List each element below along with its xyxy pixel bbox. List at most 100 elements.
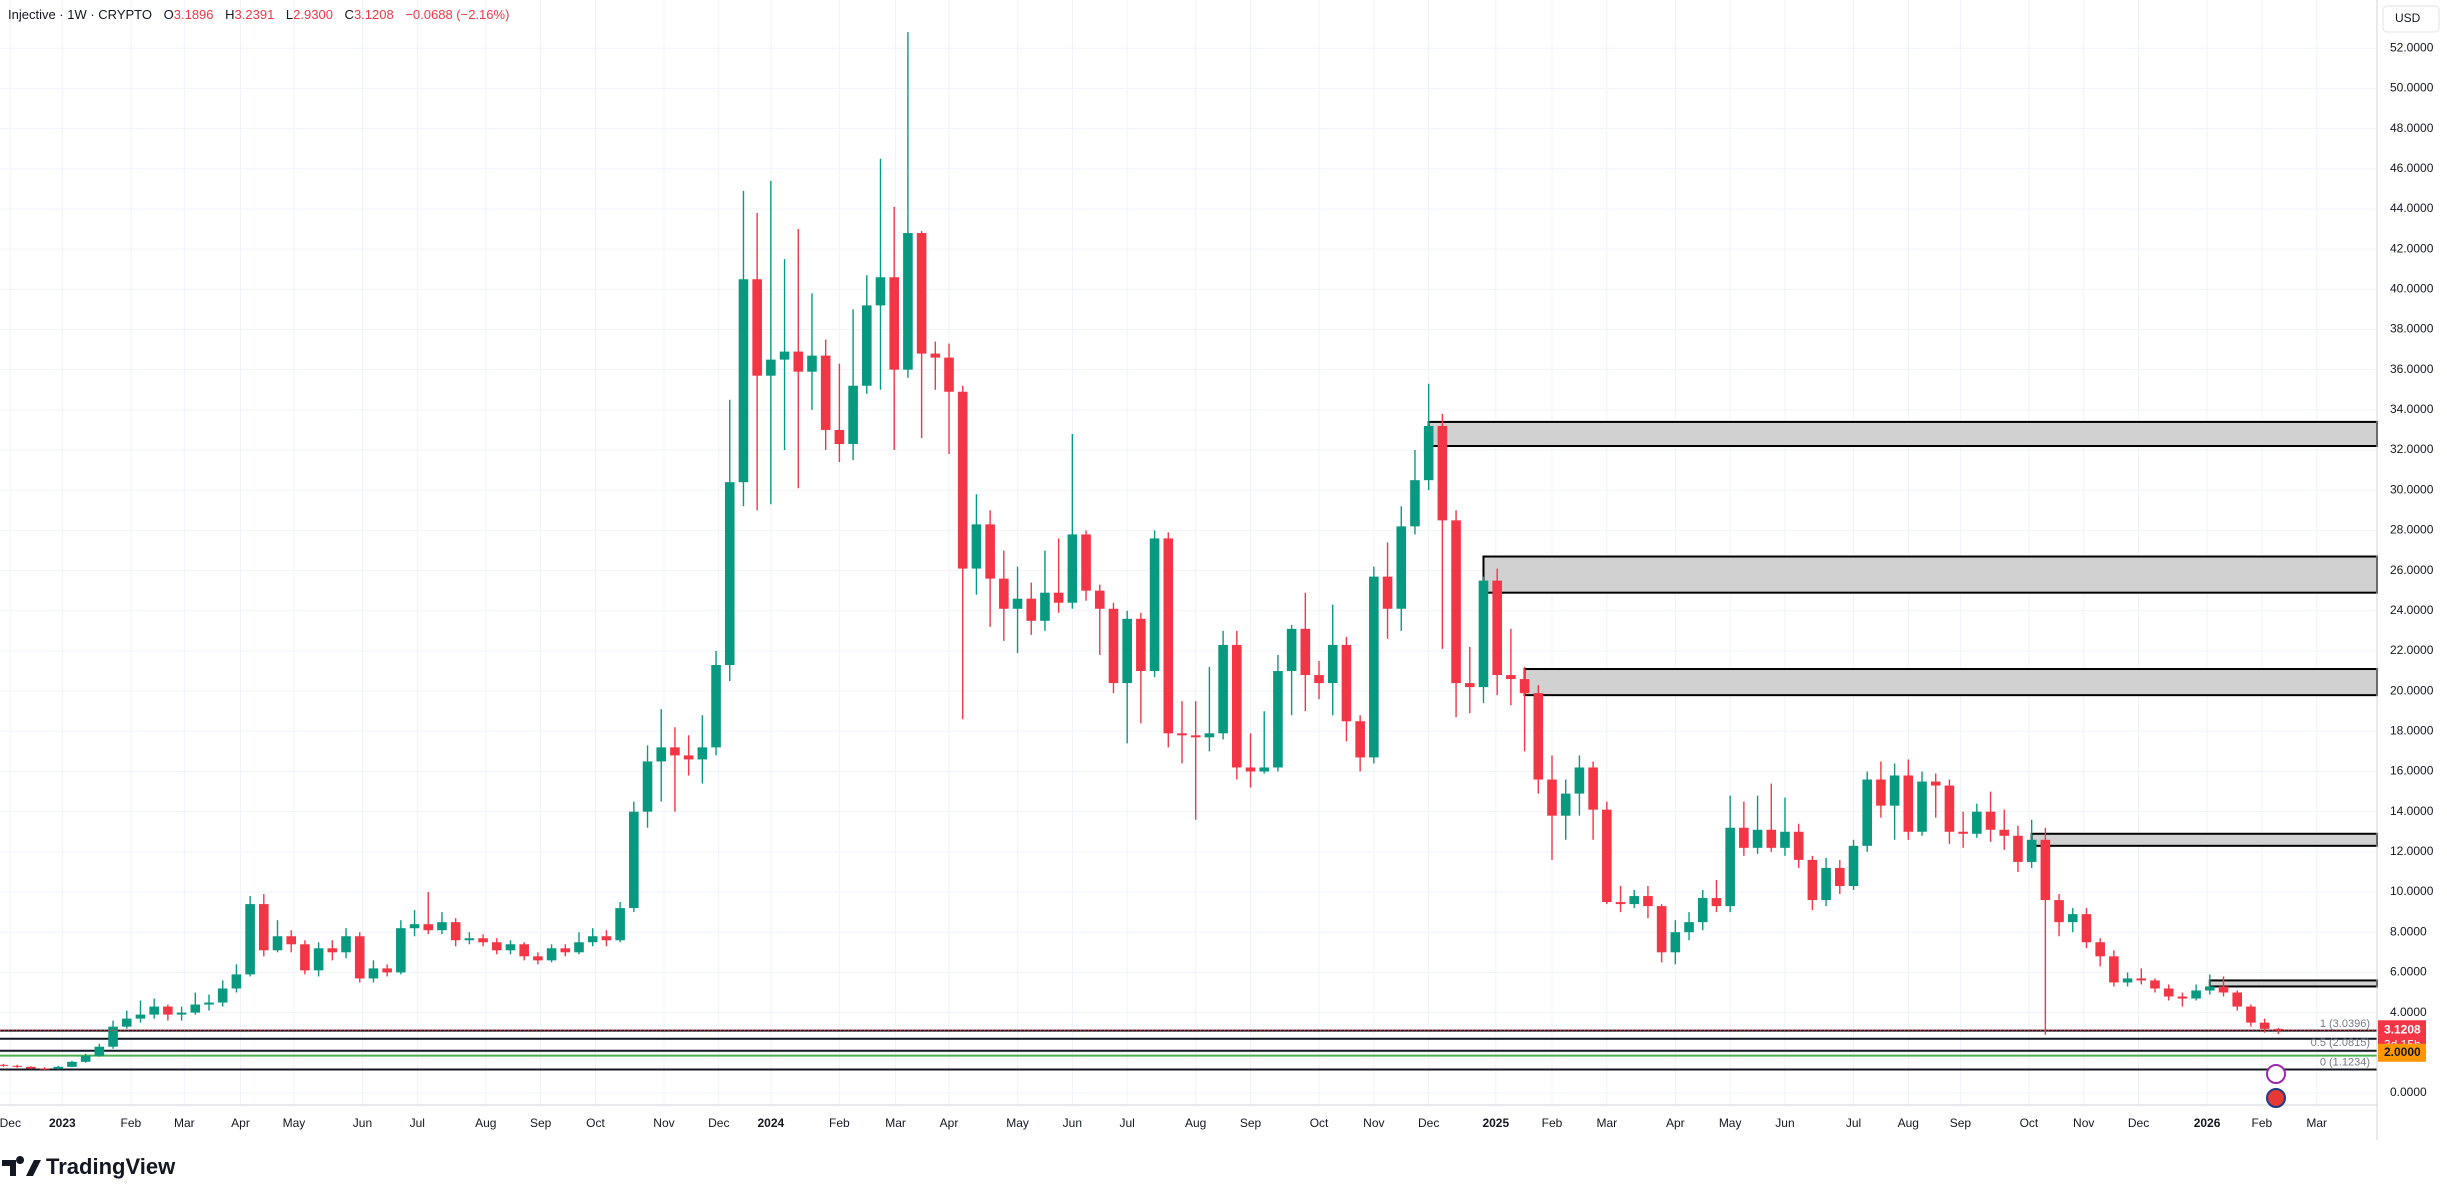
candle-body [1876, 779, 1886, 806]
candle-body [1218, 644, 1228, 734]
x-tick-label: Jun [353, 1116, 372, 1130]
candle-body [163, 1006, 173, 1015]
candle-body [2136, 978, 2147, 981]
candle-body [601, 936, 612, 941]
candle-body [1327, 644, 1338, 684]
y-tick-label: 52.0000 [2390, 40, 2434, 54]
y-tick-label: 36.0000 [2390, 362, 2434, 376]
x-tick-label: Sep [530, 1116, 552, 1130]
candle-body [779, 351, 790, 360]
candle-body [1369, 576, 1379, 758]
candle-body [108, 1026, 118, 1047]
candle-body [1862, 779, 1872, 846]
candle-body [149, 1006, 159, 1015]
x-tick-label: Apr [940, 1116, 959, 1130]
candle-body [1136, 618, 1146, 672]
candle-body [1656, 906, 1667, 953]
candle-body [656, 747, 667, 762]
candle-body [1793, 831, 1804, 860]
flag-icon[interactable] [2266, 1088, 2286, 1108]
x-tick-label: Nov [1363, 1116, 1384, 1130]
candle-body [1930, 781, 1941, 786]
candle-body [1492, 580, 1502, 676]
candle-body [1108, 608, 1119, 684]
candle-body [121, 1018, 132, 1027]
candle-body [2095, 942, 2105, 957]
candle-body [683, 755, 694, 760]
x-tick-label: Sep [1240, 1116, 1262, 1130]
candle-body [341, 936, 351, 953]
candle-body [1410, 480, 1420, 527]
candle-body [2177, 996, 2188, 999]
event-icon[interactable] [2266, 1064, 2286, 1084]
candle-body [957, 391, 968, 569]
candle-body [1725, 827, 1735, 907]
x-tick-label: Mar [885, 1116, 906, 1130]
candle-body [300, 944, 310, 971]
x-tick-label: Dec [1418, 1116, 1439, 1130]
candle-body [1259, 767, 1270, 772]
candle-body [2246, 1006, 2256, 1023]
x-tick-label: Nov [653, 1116, 674, 1130]
x-tick-label: Mar [174, 1116, 195, 1130]
candle-body [1177, 733, 1187, 736]
x-tick-label: Mar [2306, 1116, 2327, 1130]
candle-body [1752, 829, 1763, 848]
candle-body [1533, 693, 1544, 780]
candle-body [999, 578, 1009, 609]
candle-body [711, 665, 721, 748]
candle-body [450, 922, 461, 941]
x-tick-label: May [283, 1116, 306, 1130]
candle-body [1355, 721, 1365, 758]
x-tick-label: Nov [2073, 1116, 2094, 1130]
candle-body [423, 924, 434, 931]
y-tick-label: 10.0000 [2390, 884, 2434, 898]
x-tick-label: Aug [1898, 1116, 1919, 1130]
x-tick-label: Aug [1185, 1116, 1206, 1130]
candle-body [1067, 534, 1078, 603]
candle-body [409, 924, 420, 929]
candle-body [971, 524, 982, 569]
candle-body [587, 936, 598, 943]
chart-header: Injective · 1W · CRYPTO O3.1896 H3.2391 … [8, 7, 509, 22]
y-tick-label: 30.0000 [2390, 482, 2434, 496]
candle-body [176, 1012, 187, 1015]
candle-body [1040, 592, 1050, 621]
fib-label: 0.5 (2.0815) [2311, 1037, 2370, 1049]
candle-body [2122, 978, 2133, 983]
candle-body [1026, 598, 1037, 621]
x-tick-label: Apr [231, 1116, 250, 1130]
zone-box [2030, 832, 2378, 847]
candle-body [1382, 576, 1393, 609]
x-tick-label: 2025 [1482, 1116, 1509, 1130]
candle-body [2163, 988, 2174, 997]
y-tick-label: 48.0000 [2390, 121, 2434, 135]
x-tick-label: Dec [0, 1116, 21, 1130]
y-tick-label: 8.0000 [2390, 924, 2427, 938]
candle-body [820, 355, 831, 430]
brand-logo: TradingView [2, 1154, 176, 1179]
plot-area: 1 (3.0396) 0.5 (2.0815) 0 (1.1234) [0, 32, 2379, 1071]
candle-body [1711, 898, 1722, 907]
candle-body [2081, 914, 2092, 943]
currency-button[interactable] [2382, 5, 2440, 33]
candle-body [2026, 839, 2037, 862]
candle-body [94, 1046, 105, 1056]
candle-body [1451, 520, 1461, 684]
candle-body [245, 904, 255, 975]
fib-label: 1 (3.0396) [2320, 1018, 2370, 1030]
candle-body [2067, 914, 2078, 923]
candle-body [752, 279, 762, 376]
legend-value: 3.1208 [354, 7, 394, 22]
candle-body [368, 968, 379, 979]
y-tick-label: 14.0000 [2390, 804, 2434, 818]
x-tick-label: Feb [121, 1116, 142, 1130]
x-tick-label: May [1719, 1116, 1742, 1130]
candle-body [560, 948, 571, 953]
candle-body [0, 1064, 9, 1066]
candle-body [354, 936, 365, 979]
candle-body [1163, 538, 1174, 734]
candle-body [1766, 829, 1777, 848]
candle-body [1547, 779, 1557, 816]
